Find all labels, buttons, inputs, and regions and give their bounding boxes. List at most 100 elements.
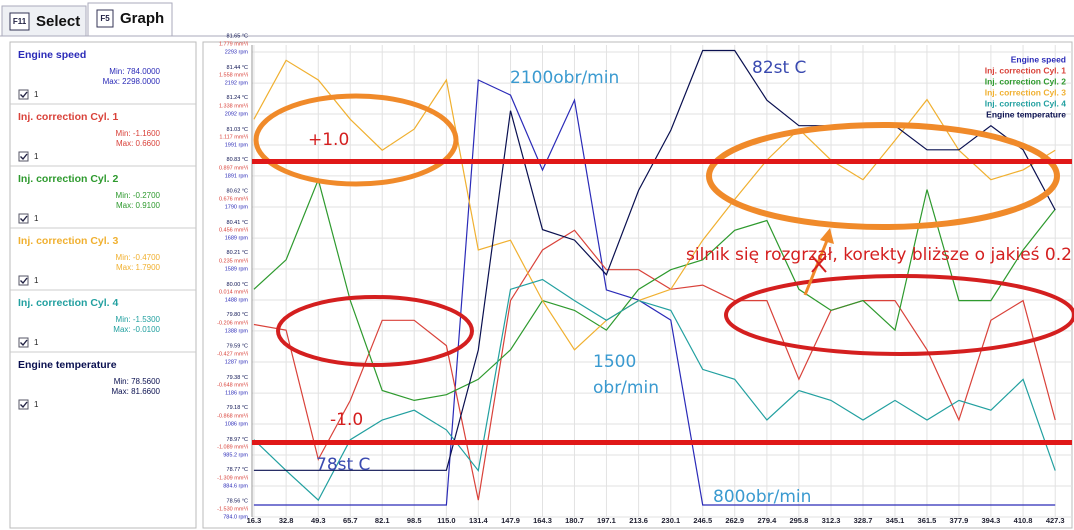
checkbox[interactable]: [18, 399, 29, 410]
y-tick-label: 0.235 mm³/i: [219, 258, 248, 264]
x-tick-label: 98.5: [407, 516, 422, 525]
annotation: 78st C: [316, 455, 370, 475]
highlight-ellipse: [276, 295, 474, 367]
y-tick-label: 884.6 rpm: [223, 483, 248, 489]
y-tick-label: -0.648 mm³/i: [217, 383, 248, 389]
checkbox[interactable]: [18, 275, 29, 286]
y-tick-label: 2192 rpm: [225, 81, 249, 87]
series-min: Min: 78.5600: [114, 377, 161, 386]
legend-entry: Engine temperature: [986, 109, 1066, 119]
tab-key: F11: [13, 17, 27, 26]
checkbox-label: 1: [34, 152, 39, 161]
highlight-ellipse: [706, 122, 1060, 230]
tab-label[interactable]: Select: [36, 13, 80, 30]
x-tick-label: 345.1: [886, 516, 905, 525]
x-tick-label: 410.8: [1014, 516, 1033, 525]
y-tick-label: 784.0 rpm: [223, 514, 248, 520]
checkbox-tick: [20, 153, 28, 161]
y-tick-label: 81.65 °C: [227, 33, 248, 39]
x-tick-label: 65.7: [343, 516, 358, 525]
legend-entry: Inj. correction Cyl. 4: [985, 98, 1067, 108]
legend-entry: Inj. correction Cyl. 1: [985, 65, 1067, 75]
series-name: Inj. correction Cyl. 2: [18, 173, 119, 185]
tab-key: F5: [100, 14, 110, 23]
y-tick-label: 1689 rpm: [225, 236, 249, 242]
y-tick-label: 81.44 °C: [227, 65, 248, 71]
series-name: Inj. correction Cyl. 4: [18, 297, 119, 309]
x-tick-label: 262.9: [725, 516, 744, 525]
checkbox[interactable]: [18, 213, 29, 224]
highlight-ellipse: [253, 93, 459, 187]
y-tick-label: 0.456 mm³/i: [219, 227, 248, 233]
series-name: Engine temperature: [18, 359, 117, 371]
y-tick-label: 80.21 °C: [227, 250, 248, 256]
legend-entry: Inj. correction Cyl. 3: [985, 87, 1067, 97]
y-tick-label: 80.83 °C: [227, 157, 248, 163]
y-tick-label: -0.206 mm³/i: [217, 320, 248, 326]
highlight-ellipse: [724, 274, 1074, 356]
y-tick-label: 0.676 mm³/i: [219, 196, 248, 202]
annotation: obr/min: [593, 378, 659, 398]
x-tick-label: 246.5: [693, 516, 712, 525]
checkbox-label: 1: [34, 276, 39, 285]
x-tick-label: 197.1: [597, 516, 616, 525]
x-tick-label: 82.1: [375, 516, 390, 525]
checkbox[interactable]: [18, 89, 29, 100]
checkbox-label: 1: [34, 400, 39, 409]
series-max: Max: 0.9100: [116, 201, 161, 210]
series-min: Min: -0.2700: [116, 191, 161, 200]
y-tick-label: 2293 rpm: [225, 49, 249, 55]
x-tick-label: 32.8: [279, 516, 294, 525]
x-tick-label: 328.7: [854, 516, 873, 525]
y-tick-label: 1388 rpm: [225, 328, 249, 334]
x-tick-label: 164.3: [533, 516, 552, 525]
y-tick-label: 1891 rpm: [225, 173, 249, 179]
x-tick-label: 312.3: [822, 516, 841, 525]
y-tick-label: 1.558 mm³/i: [219, 73, 248, 79]
series-min: Min: -1.5300: [116, 315, 161, 324]
series-min: Min: -1.1600: [116, 129, 161, 138]
annotation: 82st C: [752, 58, 806, 78]
arrow-head: [820, 228, 834, 244]
cross-mark: [811, 255, 827, 273]
checkbox-tick: [20, 215, 28, 223]
tab-label[interactable]: Graph: [120, 10, 164, 27]
series-max: Max: 1.7900: [116, 263, 161, 272]
x-tick-label: 230.1: [661, 516, 680, 525]
y-tick-label: -0.868 mm³/i: [217, 413, 248, 419]
y-tick-label: 80.00 °C: [227, 282, 248, 288]
legend-entry: Inj. correction Cyl. 2: [985, 76, 1067, 86]
y-tick-label: -1.530 mm³/i: [217, 506, 248, 512]
series-max: Max: -0.0100: [113, 325, 160, 334]
tab-key-box: [96, 9, 114, 28]
checkbox-label: 1: [34, 338, 39, 347]
y-tick-label: 0.014 mm³/i: [219, 289, 248, 295]
annotation: 2100obr/min: [510, 68, 619, 88]
x-tick-label: 394.3: [982, 516, 1001, 525]
y-tick-label: 78.97 °C: [227, 437, 248, 443]
x-tick-label: 427.3: [1046, 516, 1065, 525]
y-tick-label: 1790 rpm: [225, 204, 249, 210]
reference-label: +1.0: [308, 130, 349, 150]
checkbox-tick: [20, 401, 28, 409]
x-tick-label: 295.8: [789, 516, 808, 525]
series-line: [253, 79, 1056, 506]
y-tick-label: 985.2 rpm: [223, 452, 248, 458]
y-tick-label: 79.80 °C: [227, 312, 248, 318]
checkbox-tick: [20, 91, 28, 99]
x-tick-label: 131.4: [469, 516, 489, 525]
x-tick-label: 115.0: [437, 516, 455, 525]
y-tick-label: 1991 rpm: [225, 143, 249, 149]
legend-entry: Engine speed: [1011, 54, 1066, 64]
reference-label: -1.0: [330, 410, 363, 430]
x-tick-label: 180.7: [565, 516, 584, 525]
y-tick-label: 78.56 °C: [227, 498, 248, 504]
y-tick-label: 80.62 °C: [227, 188, 248, 194]
series-line: [253, 59, 1056, 351]
checkbox[interactable]: [18, 151, 29, 162]
y-tick-label: 1.117 mm³/i: [219, 134, 248, 140]
series-name: Inj. correction Cyl. 1: [18, 111, 119, 123]
x-tick-label: 213.6: [629, 516, 648, 525]
checkbox[interactable]: [18, 337, 29, 348]
